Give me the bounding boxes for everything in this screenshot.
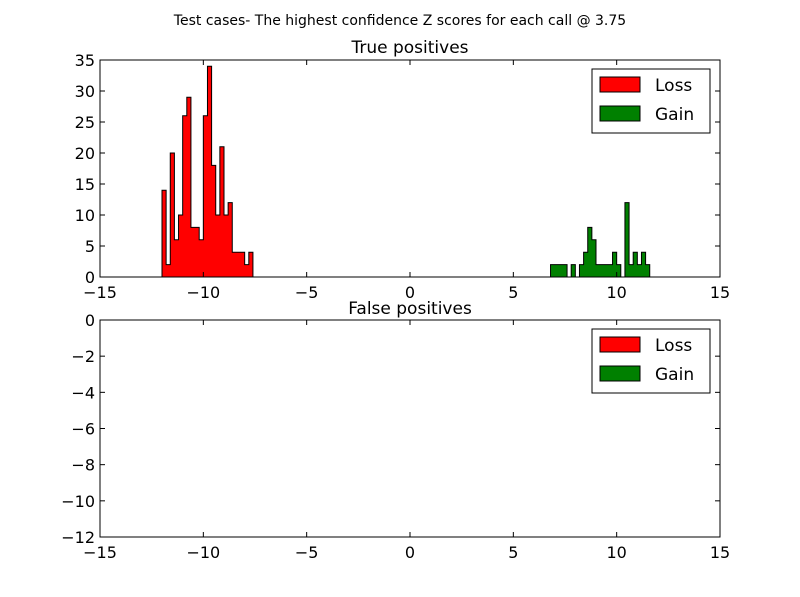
- y-tick-label: 0: [85, 311, 95, 330]
- tp-legend: Loss Gain: [591, 68, 711, 134]
- legend-swatch-loss: [599, 336, 641, 353]
- x-tick-label: −15: [83, 543, 117, 562]
- y-tick-label: −6: [71, 420, 95, 439]
- x-tick-label: −5: [295, 283, 319, 302]
- false-positives-chart: False positives −15 −10 −5 0 5 10 150−2−4−6−8−…: [61, 299, 730, 562]
- x-tick-label: 10: [606, 543, 626, 562]
- y-tick-label: −10: [61, 492, 95, 511]
- legend-label-gain: Gain: [655, 365, 694, 385]
- y-tick-label: 25: [75, 113, 95, 132]
- chart-title: True positives: [350, 38, 468, 58]
- fp-ticks: −15 −10 −5 0 5 10 15 0 −2 −4 −6 −8 −10 −12: [61, 311, 730, 562]
- y-tick-label: −2: [71, 347, 95, 366]
- legend-label-loss: Loss: [655, 76, 692, 96]
- legend-swatch-loss: [599, 76, 641, 93]
- y-tick-label: 15: [75, 175, 95, 194]
- x-tick-label: 0: [405, 543, 415, 562]
- y-tick-label: 0: [85, 268, 95, 287]
- legend-label-loss: Loss: [655, 336, 692, 356]
- y-tick-label: 35: [75, 51, 95, 70]
- y-tick-label: −12: [61, 528, 95, 547]
- x-tick-label: −5: [295, 543, 319, 562]
- x-tick-label: 10: [606, 283, 626, 302]
- y-tick-label: 10: [75, 206, 95, 225]
- y-tick-label: −4: [71, 383, 95, 402]
- legend-swatch-gain: [599, 105, 641, 122]
- chart-title: False positives: [348, 299, 472, 319]
- true-positives-chart: True positives −15 −10 −5 0 5 10 15 0 5 10 15 20 25 3…: [75, 38, 731, 302]
- x-tick-label: −10: [186, 283, 220, 302]
- legend-label-gain: Gain: [655, 105, 694, 125]
- y-tick-label: −8: [71, 456, 95, 475]
- figure-suptitle: Test cases- The highest confidence Z sco…: [173, 13, 626, 29]
- y-tick-label: 5: [85, 237, 95, 256]
- x-tick-label: 0: [405, 283, 415, 302]
- x-tick-label: −10: [186, 543, 220, 562]
- x-tick-label: 15: [710, 283, 730, 302]
- legend-swatch-gain: [599, 365, 641, 382]
- tp-ticks: −15 −10 −5 0 5 10 15 0 5 10 15 20 25 30 35: [75, 51, 731, 302]
- y-tick-label: 30: [75, 82, 95, 101]
- x-tick-label: −15: [83, 283, 117, 302]
- x-tick-label: 5: [508, 543, 518, 562]
- x-tick-label: 5: [508, 283, 518, 302]
- x-tick-label: 15: [710, 543, 730, 562]
- y-tick-label: 20: [75, 144, 95, 163]
- fp-legend: Loss Gain: [591, 328, 711, 394]
